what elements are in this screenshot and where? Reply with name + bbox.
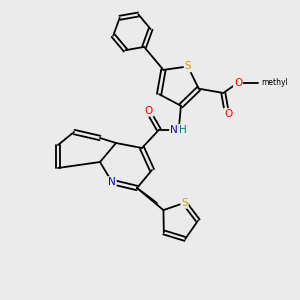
- Text: S: S: [184, 61, 191, 71]
- Text: N: N: [170, 125, 178, 135]
- Text: O: O: [224, 109, 232, 119]
- Text: methyl: methyl: [261, 78, 288, 87]
- Text: N: N: [108, 177, 116, 187]
- Text: O: O: [145, 106, 153, 116]
- Text: H: H: [179, 125, 187, 135]
- Text: O: O: [234, 78, 242, 88]
- Text: S: S: [181, 198, 188, 208]
